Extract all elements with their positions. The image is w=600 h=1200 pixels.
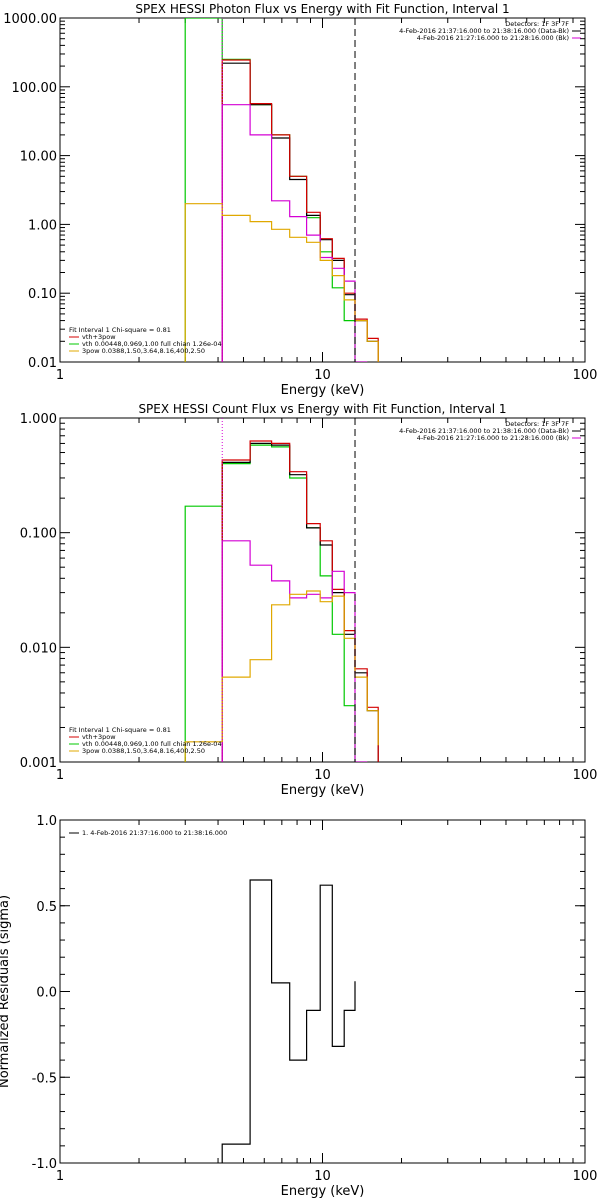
chart-title: SPEX HESSI Count Flux vs Energy with Fit… <box>138 402 506 416</box>
y-tick-label: 0.001 <box>20 756 57 771</box>
series-line-4 <box>184 590 379 762</box>
y-axis-label: Normalized Residuals (sigma) <box>0 895 12 1088</box>
series-line-0 <box>184 444 368 762</box>
info-line: 4-Feb-2016 21:37:16.000 to 21:38:16.000 … <box>399 427 569 435</box>
x-tick-label: 1 <box>56 368 64 383</box>
y-tick-label: 0.0 <box>36 986 57 1001</box>
info-line: 4-Feb-2016 21:27:16.000 to 21:28:16.000 … <box>417 34 569 42</box>
x-tick-label: 1 <box>56 1169 64 1184</box>
y-tick-label: 0.5 <box>36 900 57 915</box>
y-tick-label: 1.000 <box>20 412 57 427</box>
y-tick-label: -1.0 <box>32 1157 57 1172</box>
x-axis-label: Energy (keV) <box>281 1184 365 1199</box>
legend-entry: vth 0.00448,0.969,1.00 full chian 1.26e-… <box>82 340 222 348</box>
y-tick-label: 1.00 <box>28 218 57 233</box>
x-tick-label: 1 <box>56 768 64 783</box>
series-line-4 <box>184 203 379 362</box>
legend-entry: 3pow 0.0388,1.50,3.64,8.16,400,2.50 <box>82 347 205 355</box>
series-line-0 <box>184 18 368 362</box>
count-chart: SPEX HESSI Count Flux vs Energy with Fit… <box>20 402 598 798</box>
series-line-2 <box>221 440 379 762</box>
photon-series-group <box>184 18 379 362</box>
residuals-series-group <box>221 879 356 1163</box>
legend-entry: vth 0.00448,0.969,1.00 full chian 1.26e-… <box>82 740 222 748</box>
legend-entry: 3pow 0.0388,1.50,3.64,8.16,400,2.50 <box>82 747 205 755</box>
x-axis-label: Energy (keV) <box>281 783 365 798</box>
legend-entry: Fit Interval 1 Chi-square = 0.81 <box>69 326 171 334</box>
count-plot-frame <box>59 417 586 763</box>
legend-entry: vth+3pow <box>82 733 116 741</box>
y-tick-label: 0.100 <box>20 527 57 542</box>
series-line-0 <box>221 879 356 1163</box>
legend-entry: vth+3pow <box>82 333 116 341</box>
info-line: 4-Feb-2016 21:37:16.000 to 21:38:16.000 … <box>399 27 569 35</box>
photon-plot-frame <box>59 17 586 363</box>
x-tick-label: 10 <box>314 1169 331 1184</box>
photon-chart: SPEX HESSI Photon Flux vs Energy with Fi… <box>3 2 597 398</box>
series-line-3 <box>221 104 368 362</box>
x-tick-label: 100 <box>573 368 598 383</box>
y-tick-label: 100.00 <box>12 81 58 96</box>
count-series-group <box>184 440 379 762</box>
x-axis-label: Energy (keV) <box>281 383 365 398</box>
residuals-plot-frame <box>59 819 586 1164</box>
legend-entry: Fit Interval 1 Chi-square = 0.81 <box>69 726 171 734</box>
series-line-2 <box>221 59 379 362</box>
y-tick-label: 0.010 <box>20 641 57 656</box>
y-tick-label: 10.00 <box>20 150 57 165</box>
x-tick-label: 10 <box>314 768 331 783</box>
residuals-chart: Energy (keV) Normalized Residuals (sigma)… <box>0 814 597 1199</box>
x-tick-label: 100 <box>573 768 598 783</box>
y-tick-label: 0.01 <box>28 356 57 371</box>
info-line: Detectors: 1F 3F 7F <box>505 20 569 28</box>
info-line: 4-Feb-2016 21:27:16.000 to 21:28:16.000 … <box>417 434 569 442</box>
y-tick-label: 0.10 <box>28 287 57 302</box>
x-tick-label: 100 <box>573 1169 598 1184</box>
y-tick-label: 1.0 <box>36 814 57 829</box>
y-tick-label: 1000.00 <box>3 12 57 27</box>
info-line: Detectors: 1F 3F 7F <box>505 420 569 428</box>
series-line-3 <box>221 540 368 762</box>
legend-entry: 1. 4-Feb-2016 21:37:16.000 to 21:38:16.0… <box>82 829 227 837</box>
x-tick-label: 10 <box>314 368 331 383</box>
y-tick-label: -0.5 <box>32 1071 57 1086</box>
chart-title: SPEX HESSI Photon Flux vs Energy with Fi… <box>135 2 509 16</box>
